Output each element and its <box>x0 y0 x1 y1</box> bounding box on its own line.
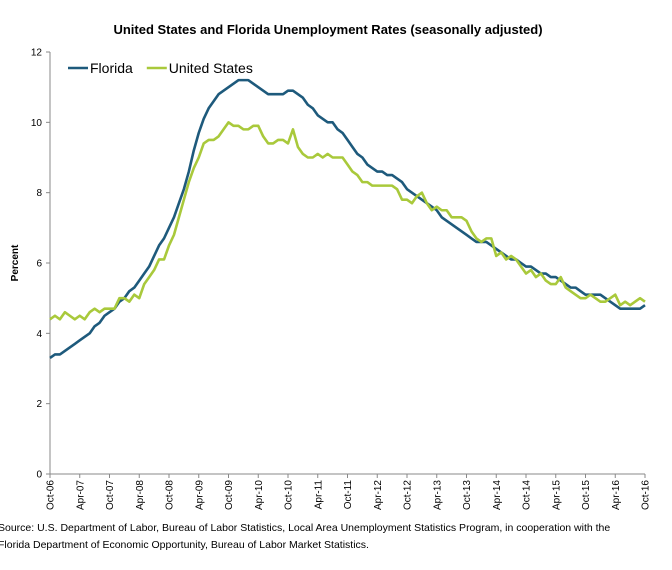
x-tick-label: Apr-08 <box>135 480 146 510</box>
x-tick-label: Oct-12 <box>403 480 414 510</box>
x-tick-label: Apr-09 <box>194 480 205 510</box>
x-tick-label: Apr-11 <box>313 480 324 510</box>
legend-label: United States <box>169 60 253 76</box>
x-tick-label: Oct-14 <box>522 480 533 510</box>
y-tick-label: 6 <box>36 259 42 270</box>
x-tick-label: Oct-10 <box>284 480 295 510</box>
x-tick-label: Oct-08 <box>165 480 176 510</box>
x-tick-label: Apr-15 <box>551 480 562 510</box>
x-tick-label: Oct-16 <box>641 480 652 510</box>
x-tick-label: Oct-11 <box>343 480 354 510</box>
chart-title: United States and Florida Unemployment R… <box>113 22 542 37</box>
series-line <box>49 78 646 360</box>
x-tick-label: Oct-09 <box>224 480 235 510</box>
series-line <box>49 121 646 321</box>
y-tick-label: 0 <box>36 470 42 481</box>
y-tick-label: 4 <box>36 329 42 340</box>
x-tick-label: Apr-12 <box>373 480 384 510</box>
x-tick-label: Apr-16 <box>611 480 622 510</box>
x-tick-label: Apr-13 <box>432 480 443 510</box>
y-axis-label: Percent <box>10 244 21 281</box>
y-tick-label: 8 <box>36 188 42 199</box>
legend-label: Florida <box>90 60 133 76</box>
x-tick-label: Oct-15 <box>581 480 592 510</box>
x-tick-label: Oct-13 <box>462 480 473 510</box>
source-note: Source: U.S. Department of Labor, Bureau… <box>0 522 610 534</box>
x-tick-label: Apr-10 <box>254 480 265 510</box>
x-tick-label: Oct-07 <box>105 480 116 510</box>
y-tick-label: 2 <box>36 399 42 410</box>
y-tick-label: 10 <box>31 118 43 129</box>
x-tick-label: Oct-06 <box>46 480 57 510</box>
y-tick-label: 12 <box>31 48 43 59</box>
x-tick-label: Apr-14 <box>492 480 503 510</box>
source-note: Florida Department of Economic Opportuni… <box>0 539 369 551</box>
x-tick-label: Apr-07 <box>75 480 86 510</box>
